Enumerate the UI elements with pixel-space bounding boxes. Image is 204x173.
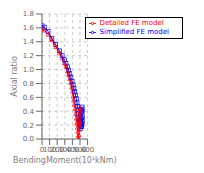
svg-text:Axial ratio: Axial ratio <box>10 56 19 97</box>
svg-text:BendingMoment(10¹kNm): BendingMoment(10¹kNm) <box>13 156 117 165</box>
svg-text:1.6: 1.6 <box>23 24 35 32</box>
html-text:Simplified FE model: Simplified FE model <box>99 28 169 36</box>
svg-text:1.4: 1.4 <box>23 38 35 46</box>
svg-text:600: 600 <box>81 146 94 154</box>
svg-text:0.0: 0.0 <box>23 135 34 143</box>
svg-text:1.8: 1.8 <box>23 10 34 18</box>
svg-text:0.8: 0.8 <box>23 80 34 88</box>
svg-text:1.0: 1.0 <box>23 66 34 74</box>
svg-text:0.4: 0.4 <box>23 108 35 116</box>
html-text:Detailed FE model: Detailed FE model <box>99 19 164 27</box>
svg-text:0.2: 0.2 <box>23 122 34 130</box>
svg-text:1.2: 1.2 <box>23 52 34 60</box>
svg-text:0.6: 0.6 <box>23 94 35 102</box>
